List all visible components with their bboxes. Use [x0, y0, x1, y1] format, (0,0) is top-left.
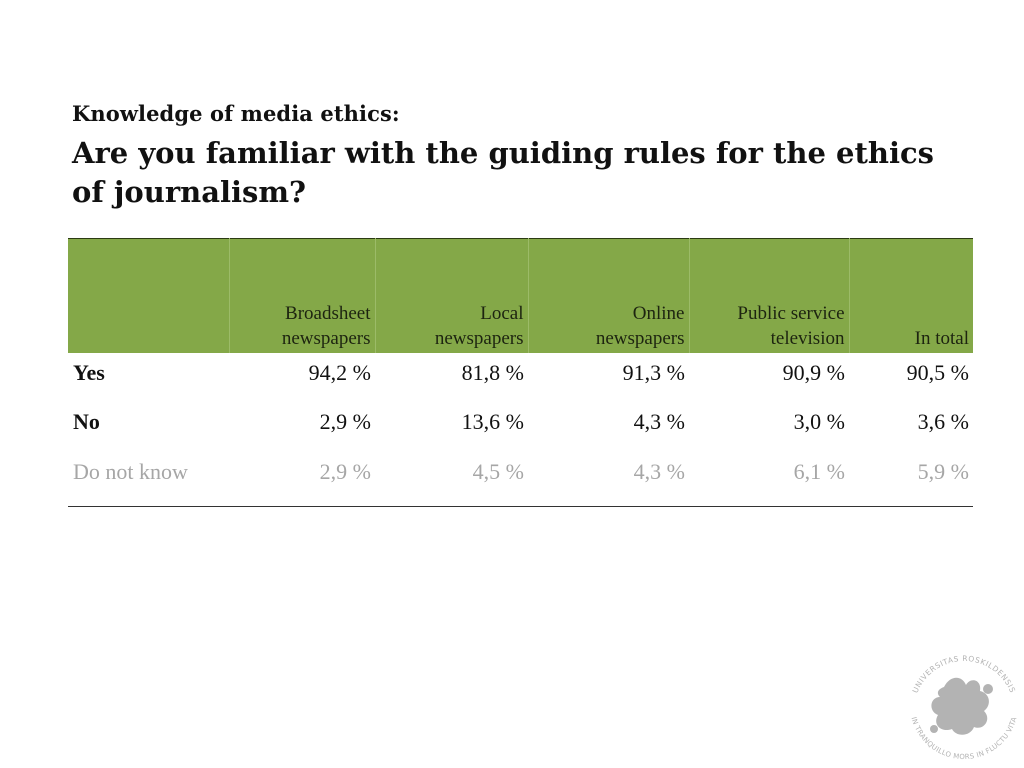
row-label: Do not know	[68, 452, 229, 507]
table-row-yes: Yes 94,2 % 81,8 % 91,3 % 90,9 % 90,5 %	[68, 353, 973, 403]
table-header-row: Broadsheet newspapers Local newspapers Onl…	[68, 238, 973, 353]
table-cell: 81,8 %	[461, 359, 524, 385]
row-label: No	[73, 408, 100, 434]
table-row-do-not-know: Do not know 2,9 % 4,5 % 4,3 % 6,1 % 5,9 …	[68, 452, 973, 507]
table-cell: 90,5 %	[906, 359, 969, 385]
table-cell: 90,9 %	[782, 359, 845, 385]
results-table: Broadsheet newspapers Local newspapers Onl…	[68, 238, 973, 507]
slide-subtitle: Knowledge of media ethics:	[72, 101, 400, 126]
table-cell: 5,9 %	[849, 452, 973, 507]
table-cell: 3,0 %	[793, 408, 845, 434]
university-seal-logo: UNIVERSITAS ROSKILDENSIS IN TRANQUILLO M…	[910, 654, 1019, 761]
column-header-public-tv: Public service television	[689, 238, 850, 353]
table-cell: 13,6 %	[461, 408, 524, 434]
table-row-no: No 2,9 % 13,6 % 4,3 % 3,0 % 3,6 %	[68, 403, 973, 453]
table-cell: 6,1 %	[689, 452, 849, 507]
table-cell: 2,9 %	[319, 408, 371, 434]
column-header-online: Online newspapers	[528, 238, 690, 353]
column-header-empty	[68, 238, 230, 353]
table-cell: 94,2 %	[308, 359, 371, 385]
table-cell: 91,3 %	[622, 359, 685, 385]
slide-title: Are you familiar with the guiding rules …	[72, 136, 934, 209]
table-cell: 4,5 %	[375, 452, 528, 507]
seal-emblem	[930, 677, 993, 735]
table-cell: 3,6 %	[917, 408, 969, 434]
column-header-total: In total	[849, 238, 973, 353]
column-header-broadsheet: Broadsheet newspapers	[229, 238, 376, 353]
row-label: Yes	[73, 359, 105, 385]
table-cell: 2,9 %	[229, 452, 375, 507]
table-cell: 4,3 %	[528, 452, 689, 507]
column-header-local: Local newspapers	[375, 238, 529, 353]
table-cell: 4,3 %	[633, 408, 685, 434]
